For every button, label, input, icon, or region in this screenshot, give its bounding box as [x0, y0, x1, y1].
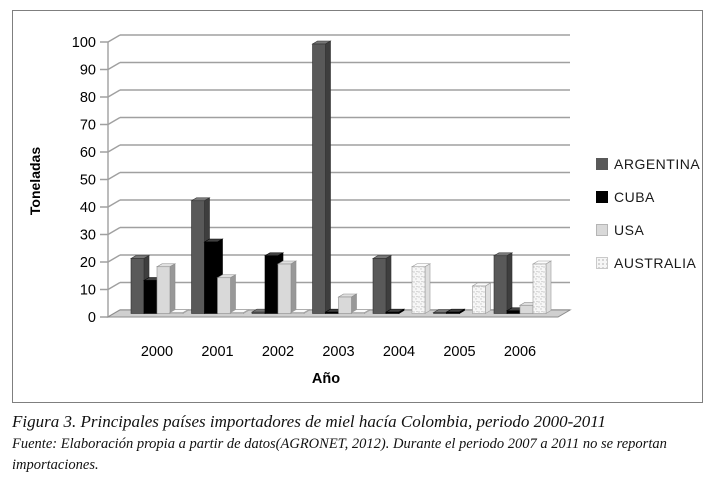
svg-text:20: 20	[80, 255, 96, 271]
svg-text:70: 70	[80, 118, 96, 134]
caption-source: Fuente: Elaboración propia a partir de d…	[12, 436, 667, 474]
legend-label: ARGENTINA	[614, 156, 701, 172]
svg-text:30: 30	[80, 228, 96, 244]
svg-text:0: 0	[88, 310, 96, 326]
svg-text:60: 60	[80, 145, 96, 161]
figure-caption: Figura 3. Principales países importadore…	[12, 412, 712, 476]
x-tick-label: 2006	[504, 344, 536, 360]
chart-legend: ARGENTINA CUBA USA AUSTRALIA	[596, 155, 700, 272]
svg-text:10: 10	[80, 283, 96, 299]
legend-item-usa: USA	[596, 221, 700, 239]
legend-swatch-australia	[596, 257, 608, 269]
legend-item-argentina: ARGENTINA	[596, 155, 700, 173]
svg-text:90: 90	[80, 63, 96, 79]
caption-title: Figura 3. Principales países importadore…	[12, 412, 607, 431]
legend-swatch-cuba	[596, 191, 608, 203]
legend-swatch-argentina	[596, 158, 608, 170]
svg-text:40: 40	[80, 200, 96, 216]
chart-area: Toneladas 0 10 20 30 40 50 60 70 80 90 100 2000 2001…	[12, 10, 703, 403]
legend-label: CUBA	[614, 189, 655, 205]
x-axis-title: Año	[312, 371, 340, 387]
x-tick-label: 2004	[383, 344, 415, 360]
legend-label: USA	[614, 222, 645, 238]
x-tick-label: 2001	[201, 344, 233, 360]
legend-item-australia: AUSTRALIA	[596, 254, 700, 272]
svg-text:80: 80	[80, 90, 96, 106]
bar-chart-plot: 0 10 20 30 40 50 60 70 80 90 100 2000 2001 2002 2003 20…	[72, 34, 572, 387]
legend-swatch-usa	[596, 224, 608, 236]
x-tick-label: 2000	[141, 344, 173, 360]
legend-label: AUSTRALIA	[614, 255, 697, 271]
x-tick-label: 2002	[262, 344, 294, 360]
x-tick-label: 2003	[322, 344, 354, 360]
legend-item-cuba: CUBA	[596, 188, 700, 206]
svg-text:100: 100	[72, 35, 96, 51]
x-tick-label: 2005	[443, 344, 475, 360]
svg-text:50: 50	[80, 173, 96, 189]
